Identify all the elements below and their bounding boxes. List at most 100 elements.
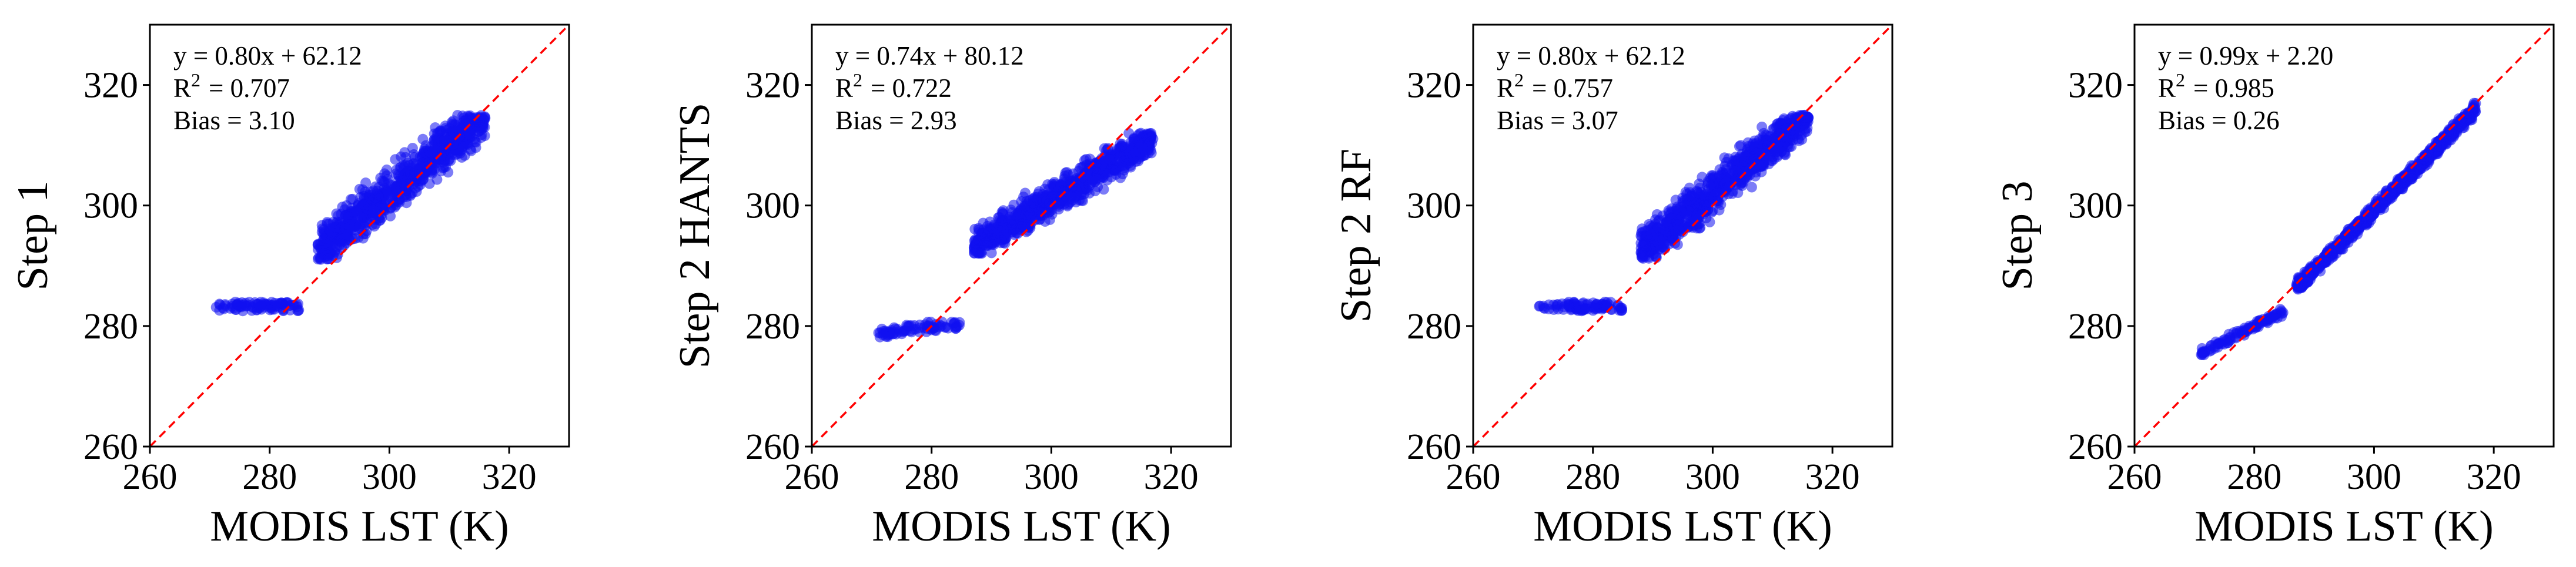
data-point: [1109, 154, 1120, 165]
data-point: [1748, 152, 1759, 163]
r-squared-exponent: 2: [2176, 69, 2185, 90]
data-point: [1534, 301, 1545, 312]
data-point: [227, 298, 238, 310]
data-point: [1719, 179, 1730, 190]
x-axis-label: MODIS LST (K): [210, 502, 508, 551]
data-point: [426, 166, 437, 177]
y-tick-label: 320: [2068, 66, 2123, 106]
data-point: [467, 123, 479, 134]
one-to-one-line: [811, 24, 1232, 448]
data-point: [249, 297, 260, 308]
r-squared-symbol: R: [173, 73, 191, 103]
data-point: [972, 247, 983, 258]
data-point: [476, 120, 487, 132]
x-tick-label: 280: [1565, 457, 1620, 497]
data-point: [1691, 220, 1702, 231]
plot-frame: [811, 24, 1232, 448]
y-axis-label: Step 3: [1993, 180, 2042, 290]
y-tick-label: 300: [1407, 186, 1461, 226]
y-tick-label: 320: [83, 66, 138, 106]
data-point: [1649, 229, 1660, 240]
y-tick-label: 280: [1407, 307, 1461, 347]
regression-equation: y = 0.74x + 80.12: [835, 41, 1024, 71]
data-point: [423, 157, 434, 169]
data-point: [339, 233, 350, 244]
x-tick-label: 260: [785, 457, 839, 497]
data-point: [1065, 194, 1076, 204]
x-tick-label: 280: [904, 457, 959, 497]
y-tick-label: 280: [745, 307, 800, 347]
data-point: [416, 152, 427, 163]
x-axis-label: MODIS LST (K): [1533, 502, 1832, 551]
data-point: [1728, 155, 1739, 166]
data-point: [1588, 297, 1599, 308]
data-point: [1706, 189, 1717, 200]
y-tick-label: 320: [1407, 66, 1461, 106]
data-point: [246, 305, 257, 316]
data-point: [1684, 182, 1695, 193]
data-point: [379, 168, 390, 179]
data-point: [1098, 165, 1109, 176]
data-point: [362, 204, 373, 215]
data-point: [1060, 167, 1071, 179]
data-points: [873, 128, 1159, 343]
plot-frame: [1472, 24, 1893, 448]
data-point: [925, 323, 936, 334]
y-axis-label: Step 2 HANTS: [671, 103, 719, 368]
data-point: [1116, 139, 1128, 150]
data-point: [1617, 304, 1627, 316]
data-point: [450, 145, 461, 156]
r-squared-text: R2 = 0.985: [2158, 69, 2274, 103]
data-point: [950, 323, 961, 334]
data-point: [339, 223, 350, 234]
data-point: [431, 174, 443, 185]
data-point: [1694, 178, 1705, 189]
data-point: [1758, 152, 1769, 163]
r-squared-symbol: R: [1497, 73, 1514, 103]
y-tick-label: 300: [745, 186, 800, 226]
data-point: [341, 200, 352, 211]
data-point: [1551, 299, 1563, 310]
data-point: [1665, 213, 1677, 224]
data-point: [470, 137, 481, 148]
y-tick-label: 260: [745, 427, 800, 467]
data-point: [390, 154, 401, 165]
data-points: [1534, 109, 1814, 317]
data-point: [1697, 200, 1708, 212]
data-point: [1129, 136, 1140, 147]
data-point: [2197, 346, 2208, 357]
r-squared-symbol: R: [835, 73, 853, 103]
data-point: [1799, 109, 1810, 120]
x-tick-label: 260: [123, 457, 178, 497]
r-squared-symbol: R: [2158, 73, 2176, 103]
x-tick-label: 300: [362, 457, 417, 497]
y-tick-label: 280: [83, 307, 138, 347]
data-point: [1073, 176, 1084, 187]
y-tick-label: 260: [83, 427, 138, 467]
data-point: [1142, 145, 1153, 156]
bias-text: Bias = 3.10: [173, 106, 295, 135]
data-point: [1082, 184, 1093, 196]
data-point: [1666, 203, 1677, 214]
data-point: [971, 238, 982, 249]
data-point: [1637, 223, 1648, 234]
data-point: [2214, 337, 2225, 348]
x-tick-label: 320: [482, 457, 537, 497]
data-point: [1667, 235, 1677, 246]
data-point: [387, 200, 399, 211]
x-tick-label: 260: [1446, 457, 1501, 497]
data-point: [2354, 220, 2365, 231]
x-tick-label: 320: [1805, 457, 1860, 497]
data-point: [1674, 219, 1685, 230]
bias-text: Bias = 3.07: [1497, 106, 1618, 135]
data-point: [2410, 169, 2421, 180]
data-point: [1705, 180, 1717, 191]
data-point: [353, 198, 364, 209]
data-point: [2344, 230, 2356, 241]
data-point: [901, 320, 912, 331]
x-tick-label: 320: [1144, 457, 1199, 497]
data-point: [291, 299, 302, 310]
data-point: [463, 139, 474, 150]
